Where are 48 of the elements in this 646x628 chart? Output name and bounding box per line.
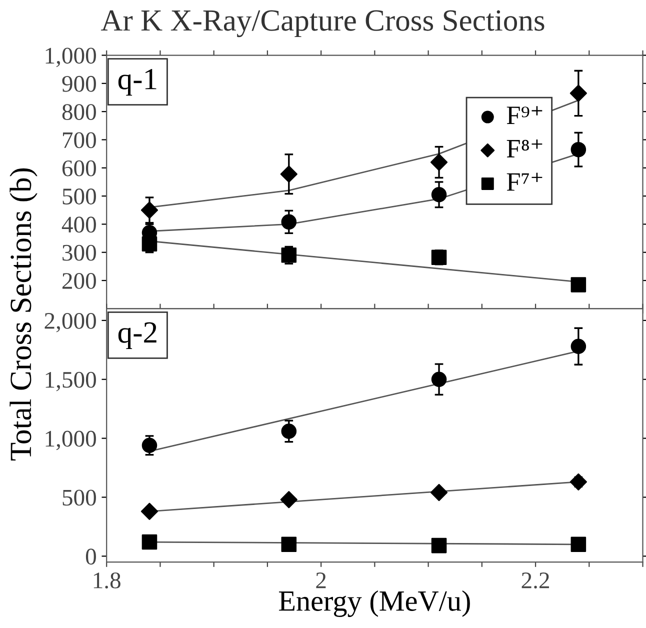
point [430,484,448,502]
y-tick-label: 900 [62,76,96,92]
x-tick-label: 2 [316,572,326,588]
y-tick-label: 500 [62,490,96,506]
point [570,84,587,102]
point [281,424,297,439]
point [431,372,447,388]
legend-label: F⁹⁺ [506,106,542,124]
y-tick-label: 2,000 [44,312,96,332]
point [281,214,297,230]
y-tick-label: 200 [62,272,96,289]
point [570,338,586,354]
point [280,491,298,508]
point [142,534,158,550]
annotation: q-1 [118,68,156,96]
y-tick-label: 700 [63,132,96,148]
y-tick-label: 1,000 [46,430,96,450]
point [570,536,586,552]
y-tick-label: 500 [62,188,96,204]
legend-label: F⁷⁺ [506,172,542,191]
y-tick-label: 1,500 [46,372,96,392]
x-tick-label: 2.2 [522,572,549,588]
annotation: q-2 [118,322,156,350]
y-tick-label: 600 [62,160,96,176]
point [280,166,298,183]
point [430,154,448,171]
point [281,536,297,552]
y-tick-label: 300 [62,244,96,261]
chart-title: Ar K X-Ray/Capture Cross Sections [100,10,544,38]
point [431,538,447,554]
point [140,202,158,219]
y-tick-label: 800 [62,104,96,120]
point [431,250,447,266]
x-axis-title: Energy (MeV/u) [278,590,470,617]
x-tick-label: 1.8 [94,572,120,588]
point [140,502,158,520]
point [431,186,447,202]
point [142,438,158,454]
y-tick-label: 400 [62,216,96,233]
point [281,248,297,263]
point [570,277,586,292]
y-axis-title: Total Cross Sections (b) [10,168,38,460]
y-tick-label: 1,000 [46,48,96,68]
legend-label: F⁸⁺ [506,139,542,158]
point [570,142,586,158]
point [570,473,587,490]
y-tick-label: 0 [86,548,96,565]
point [142,236,158,252]
